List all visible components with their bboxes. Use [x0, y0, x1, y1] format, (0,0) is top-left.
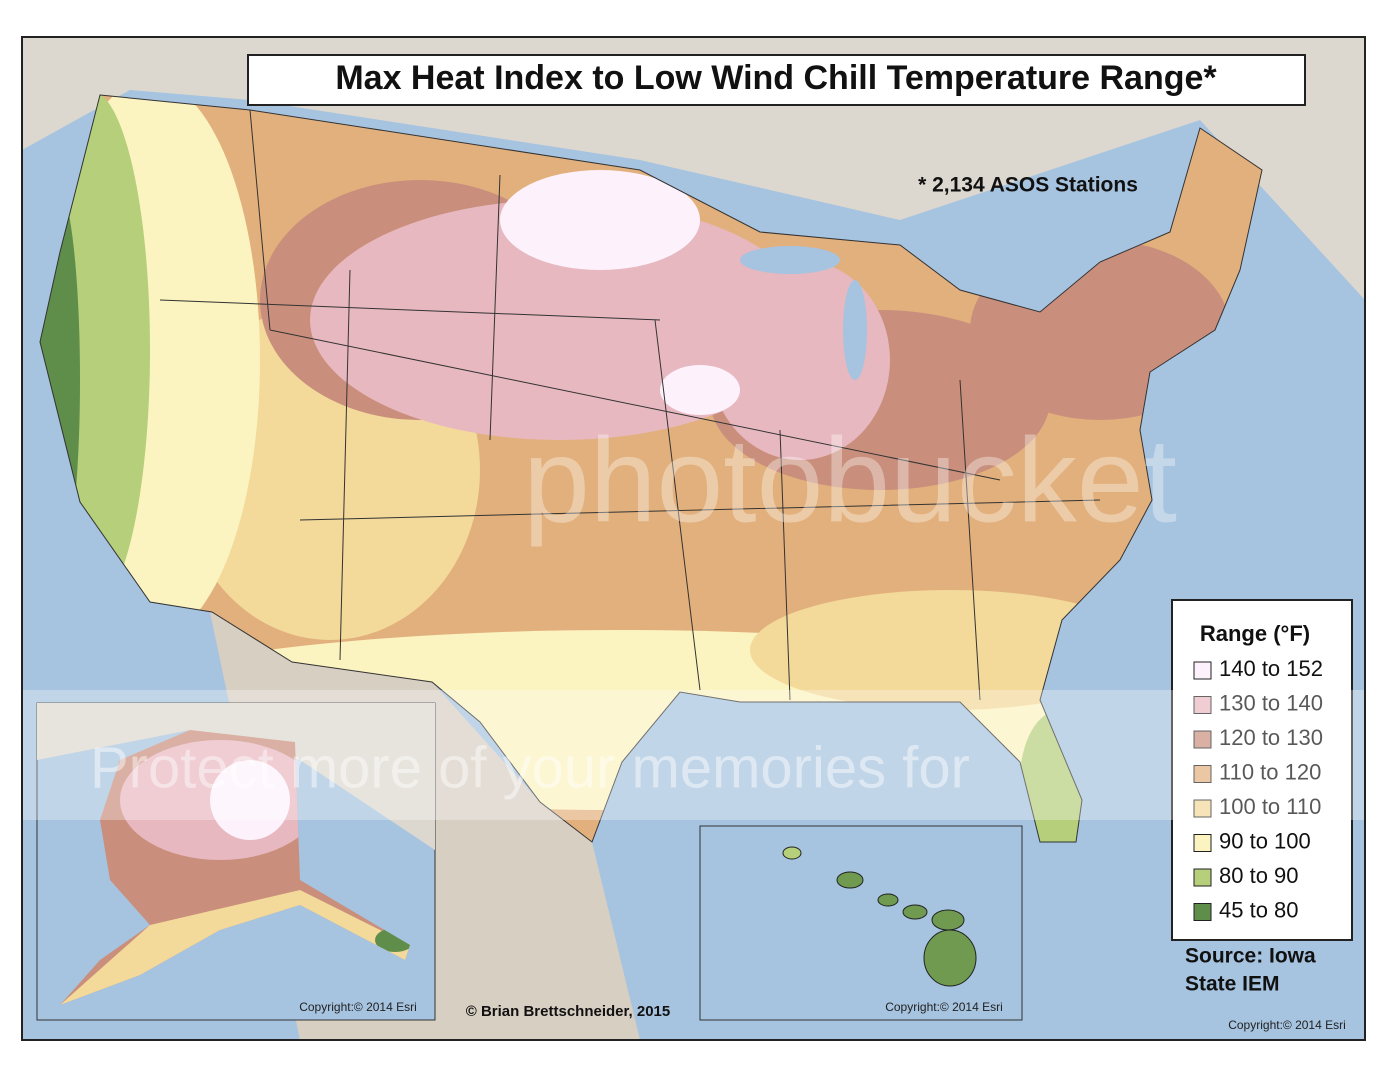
- legend-swatch: [1193, 868, 1212, 887]
- legend-label: 80 to 90: [1219, 863, 1299, 888]
- lake: [843, 280, 867, 380]
- legend-label: 130 to 140: [1219, 690, 1323, 715]
- island: [836, 871, 864, 889]
- source: Source: Iowa: [1185, 945, 1316, 968]
- island: [902, 904, 928, 920]
- watermark: photobucket: [523, 414, 1177, 548]
- island: [923, 929, 977, 987]
- watermark-band: [22, 690, 1365, 820]
- legend-swatch: [1193, 903, 1212, 921]
- legend-label: 120 to 130: [1219, 725, 1323, 750]
- title: Max Heat Index to Low Wind Chill Tempera…: [335, 59, 1217, 97]
- canada-land: [37, 703, 435, 850]
- zone: [500, 170, 700, 270]
- copyright: Copyright:© 2014 Esri: [1228, 1018, 1346, 1032]
- state-borders: [159, 109, 1101, 701]
- legend-label: 110 to 120: [1219, 759, 1321, 784]
- legend-label: 45 to 80: [1219, 897, 1299, 922]
- copyright: Copyright:© 2014 Esri: [299, 1000, 417, 1014]
- author: © Brian Brettschneider, 2015: [466, 1003, 670, 1020]
- legend-swatch: [1193, 696, 1212, 714]
- island: [877, 893, 899, 907]
- legend-swatch: [1193, 730, 1212, 749]
- legend-label: 140 to 152: [1219, 656, 1323, 681]
- copyright: Copyright:© 2014 Esri: [885, 1000, 1003, 1014]
- title-box: [247, 54, 1306, 106]
- source: State IEM: [1185, 973, 1280, 996]
- watermark: Protect more of your memories for: [90, 735, 970, 800]
- zone: [660, 365, 740, 415]
- hawaii-islands: [782, 846, 977, 987]
- legend-items: 140 to 152 130 to 140 120 to 130 110 to 120…: [1193, 656, 1323, 922]
- lake: [740, 246, 840, 274]
- island: [782, 846, 802, 860]
- island: [931, 909, 965, 931]
- frame: [21, 36, 1366, 1041]
- note: * 2,134 ASOS Stations: [918, 174, 1138, 197]
- hawaii-inset: [699, 825, 1023, 1021]
- legend-swatch: [1193, 834, 1212, 852]
- legend-swatch: [1193, 765, 1212, 783]
- legend-swatch: [1193, 799, 1212, 818]
- legend-swatch: [1193, 661, 1212, 680]
- legend-title: Range (°F): [1200, 621, 1310, 646]
- legend-label: 90 to 100: [1219, 828, 1311, 853]
- zone: [210, 760, 290, 840]
- legend-label: 100 to 110: [1219, 794, 1321, 819]
